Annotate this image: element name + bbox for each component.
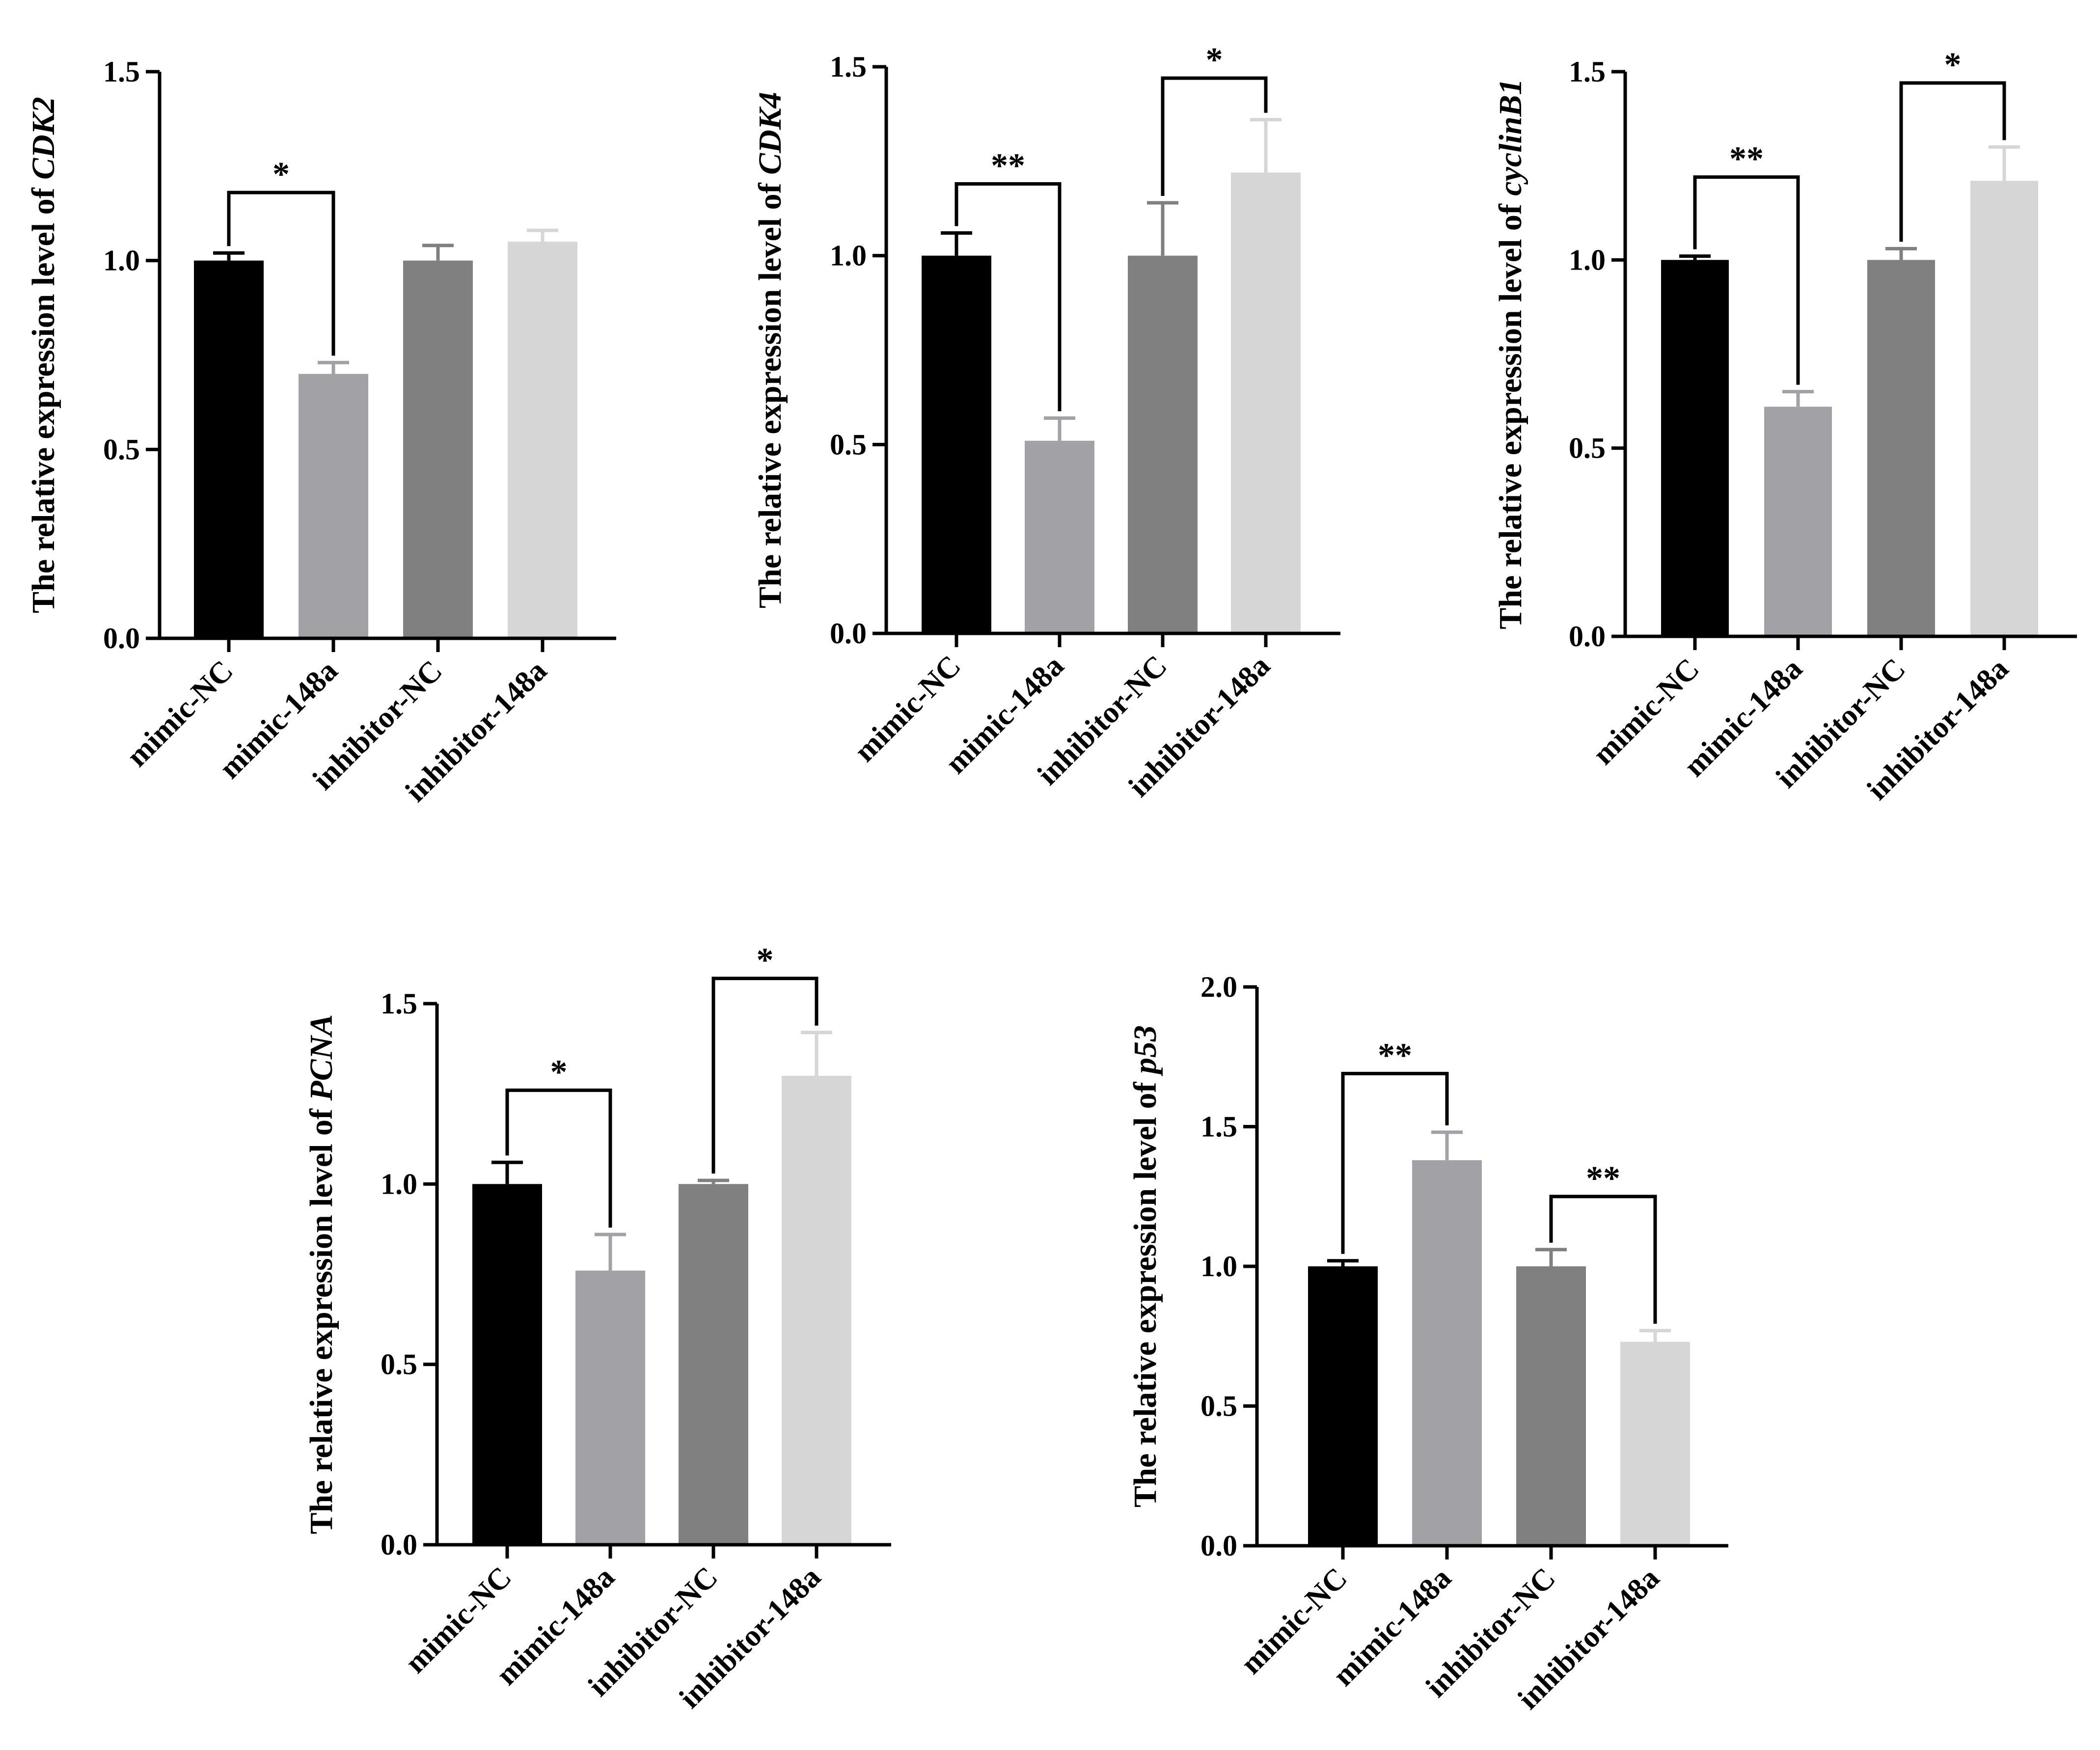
bar-mimic-NC <box>922 255 991 633</box>
y-tick-label: 1.0 <box>381 1168 417 1200</box>
bar-inhibitor-NC <box>679 1184 748 1545</box>
significance-label: * <box>757 942 774 980</box>
y-tick-label: 1.5 <box>381 987 417 1020</box>
chart-panel-cyclinB1: 0.00.51.01.5mimic-NCmimic-148ainhibitor-… <box>1493 46 2077 806</box>
y-axis-title-prefix: The relative expression level of <box>303 1101 339 1534</box>
y-axis-title-gene: CDK4 <box>752 92 788 175</box>
y-tick-label: 0.0 <box>1200 1530 1237 1562</box>
y-tick-label: 0.0 <box>830 617 867 650</box>
chart-panel-CDK4: 0.00.51.01.5mimic-NCmimic-148ainhibitor-… <box>752 41 1340 803</box>
y-tick-label: 1.5 <box>103 55 140 88</box>
y-axis-title-prefix: The relative expression level of <box>1493 196 1528 629</box>
bar-mimic-NC <box>472 1184 542 1545</box>
bar-mimic-148a <box>1412 1160 1482 1546</box>
y-axis-title-prefix: The relative expression level of <box>1127 1074 1163 1507</box>
significance-label: ** <box>1378 1037 1412 1074</box>
y-axis-title-gene: cyclinB1 <box>1493 79 1528 195</box>
bar-inhibitor-NC <box>403 260 473 638</box>
y-axis-title: The relative expression level of CDK2 <box>26 97 61 613</box>
bar-mimic-148a <box>1764 407 1832 636</box>
significance-label: ** <box>1586 1160 1620 1198</box>
y-tick-label: 0.0 <box>103 622 140 655</box>
significance-bracket <box>1693 175 1800 385</box>
bar-inhibitor-148a <box>1620 1341 1690 1546</box>
chart-panel-PCNA: 0.00.51.01.5mimic-NCmimic-148ainhibitor-… <box>303 942 891 1715</box>
bar-inhibitor-148a <box>782 1075 851 1545</box>
significance-bracket <box>711 977 818 1174</box>
y-axis-title-gene: p53 <box>1127 1025 1163 1076</box>
significance-label: ** <box>991 147 1025 185</box>
bar-mimic-148a <box>1025 440 1094 633</box>
significance-bracket <box>1161 76 1268 196</box>
y-tick-label: 0.0 <box>1569 620 1606 653</box>
bar-mimic-148a <box>299 374 368 638</box>
y-axis-title: The relative expression level of cyclinB… <box>1493 79 1528 629</box>
y-axis-title-prefix: The relative expression level of <box>26 180 61 613</box>
significance-label: * <box>550 1053 568 1091</box>
bar-inhibitor-NC <box>1867 260 1935 636</box>
bar-inhibitor-NC <box>1516 1266 1586 1546</box>
significance-label: * <box>273 156 290 193</box>
y-tick-label: 0.5 <box>830 428 867 461</box>
y-axis-title-gene: PCNA <box>303 1014 339 1101</box>
y-tick-label: 1.5 <box>1200 1111 1237 1143</box>
y-tick-label: 1.0 <box>1569 244 1606 276</box>
y-tick-label: 0.0 <box>381 1529 417 1561</box>
y-tick-label: 2.0 <box>1200 971 1237 1003</box>
significance-label: ** <box>1729 140 1764 178</box>
y-axis-title: The relative expression level of p53 <box>1127 1025 1163 1507</box>
significance-bracket <box>955 182 1062 411</box>
y-tick-label: 0.5 <box>103 433 140 465</box>
significance-bracket <box>505 1088 612 1228</box>
bar-mimic-148a <box>575 1270 645 1545</box>
y-tick-label: 0.5 <box>1569 432 1606 465</box>
chart-panel-p53: 0.00.51.01.52.0mimic-NCmimic-148ainhibit… <box>1127 971 1728 1716</box>
bar-mimic-NC <box>1661 260 1729 636</box>
y-axis-title: The relative expression level of PCNA <box>303 1014 339 1534</box>
significance-bracket <box>227 191 335 356</box>
bar-inhibitor-148a <box>508 242 577 638</box>
significance-bracket <box>1549 1195 1657 1324</box>
significance-bracket <box>1341 1071 1449 1254</box>
y-tick-label: 1.0 <box>103 245 140 277</box>
significance-label: * <box>1206 41 1223 79</box>
y-axis-title-prefix: The relative expression level of <box>752 175 788 608</box>
chart-panel-CDK2: 0.00.51.01.5mimic-NCmimic-148ainhibitor-… <box>26 55 616 808</box>
y-tick-label: 1.5 <box>830 51 867 83</box>
bar-mimic-NC <box>194 260 264 638</box>
significance-label: * <box>1944 46 1962 84</box>
y-axis-title: The relative expression level of CDK4 <box>752 92 788 608</box>
bar-inhibitor-148a <box>1231 172 1301 633</box>
y-axis-title-gene: CDK2 <box>26 97 61 180</box>
y-tick-label: 1.0 <box>1200 1250 1237 1283</box>
y-tick-label: 0.5 <box>381 1348 417 1381</box>
bar-inhibitor-148a <box>1970 181 2038 636</box>
significance-bracket <box>1899 81 2006 242</box>
y-tick-label: 1.0 <box>830 240 867 272</box>
bar-mimic-NC <box>1308 1266 1378 1546</box>
y-tick-label: 1.5 <box>1569 55 1606 88</box>
y-tick-label: 0.5 <box>1200 1390 1237 1422</box>
bar-inhibitor-NC <box>1128 255 1198 633</box>
